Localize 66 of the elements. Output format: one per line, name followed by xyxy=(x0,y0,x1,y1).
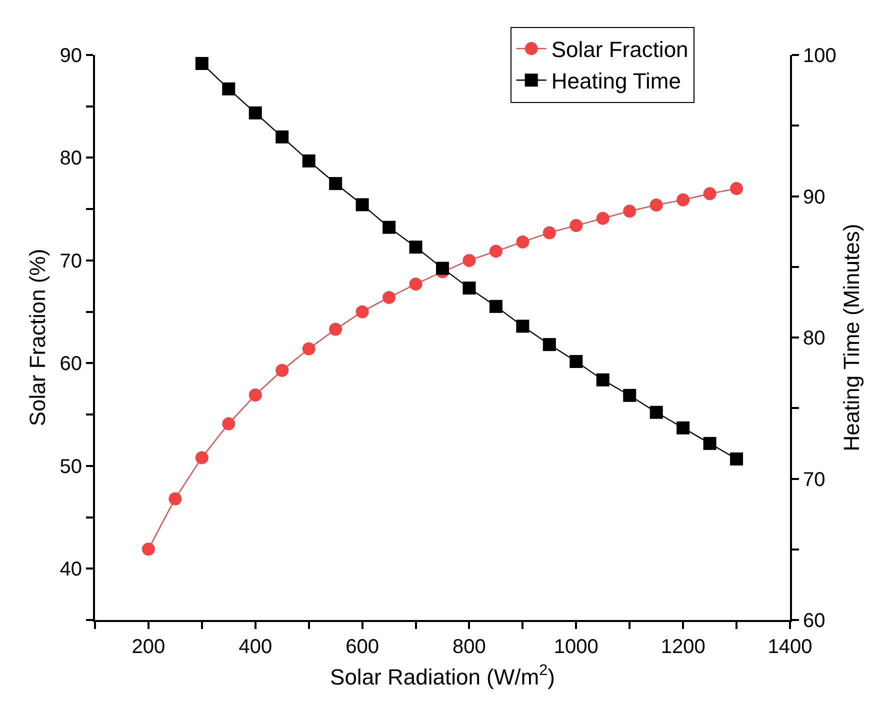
point xyxy=(542,338,556,352)
point xyxy=(302,342,316,356)
y-axis-title: Solar Fraction (%) xyxy=(25,248,50,426)
y-tick-label: 50 xyxy=(60,456,82,478)
legend-label: Heating Time xyxy=(551,68,681,94)
point xyxy=(623,388,636,402)
point xyxy=(570,219,583,232)
y2-tick-label: 60 xyxy=(803,610,826,632)
point xyxy=(703,436,716,450)
point xyxy=(248,106,262,120)
point xyxy=(516,235,530,248)
point xyxy=(195,56,208,70)
point xyxy=(382,220,396,234)
x-tick-label: 1000 xyxy=(554,636,598,658)
point xyxy=(329,322,342,336)
point xyxy=(596,373,610,386)
point xyxy=(542,226,556,240)
point xyxy=(489,300,502,313)
point xyxy=(516,320,530,333)
point xyxy=(596,212,610,225)
point xyxy=(409,278,422,291)
x-tick-label: 200 xyxy=(132,636,166,658)
point xyxy=(302,154,316,168)
point xyxy=(248,388,262,402)
y-tick-label: 40 xyxy=(60,558,82,581)
y2-tick-label: 80 xyxy=(803,328,826,350)
point xyxy=(356,305,369,318)
point xyxy=(730,452,744,466)
point xyxy=(462,282,476,295)
point xyxy=(276,130,289,144)
point xyxy=(222,417,236,430)
point xyxy=(356,198,369,212)
y-tick-label: 60 xyxy=(60,353,82,376)
point xyxy=(168,492,182,506)
point xyxy=(570,355,583,368)
point xyxy=(623,204,636,218)
point xyxy=(329,177,342,190)
point xyxy=(276,364,289,377)
point xyxy=(650,406,663,419)
y-tick-label: 70 xyxy=(60,250,82,272)
point xyxy=(382,290,396,304)
point xyxy=(650,198,663,212)
y2-tick-label: 90 xyxy=(803,186,826,208)
y-tick-label: 90 xyxy=(60,45,82,67)
x-tick-label: 1200 xyxy=(660,636,706,658)
x-axis-title: Solar Radiation (W/m$^{2}$) xyxy=(330,662,555,690)
point xyxy=(676,421,690,434)
x-tick-label: 600 xyxy=(346,636,379,658)
point xyxy=(489,244,502,258)
y2-tick-label: 70 xyxy=(803,468,826,491)
point xyxy=(222,82,236,96)
point xyxy=(142,542,155,556)
point xyxy=(409,240,422,254)
point xyxy=(676,193,690,206)
point xyxy=(730,182,744,196)
legend-label: Solar Fraction xyxy=(551,37,688,62)
point xyxy=(462,254,476,267)
x-tick-label: 1400 xyxy=(768,636,812,658)
x-tick-label: 800 xyxy=(452,636,486,658)
x-tick-label: 400 xyxy=(238,636,272,658)
y-tick-label: 80 xyxy=(60,148,82,170)
point xyxy=(703,187,716,200)
y2-axis-title: Heating Time (Minutes) xyxy=(838,224,864,452)
y2-tick-label: 100 xyxy=(803,45,836,67)
point xyxy=(436,262,449,275)
point xyxy=(195,451,208,464)
